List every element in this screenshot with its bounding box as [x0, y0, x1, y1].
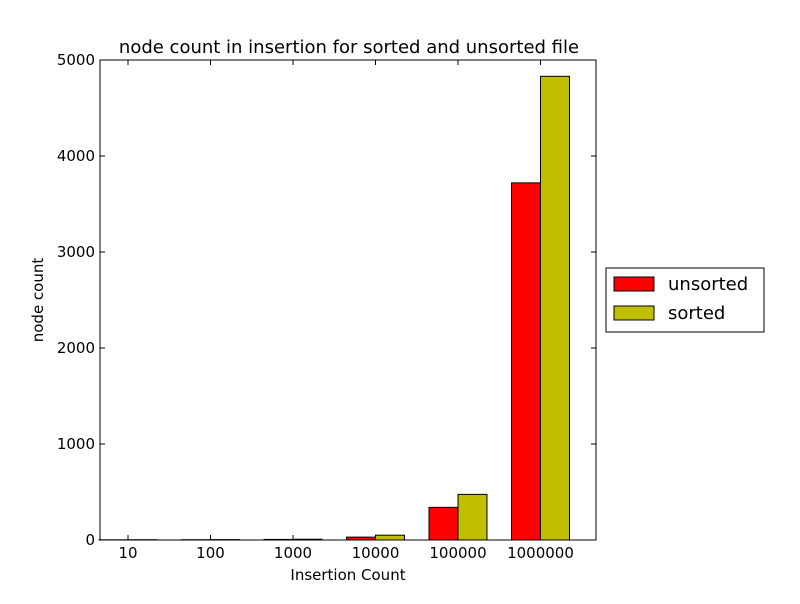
bar-unsorted-100000 [429, 507, 458, 540]
y-tick-label: 4000 [57, 147, 95, 165]
x-tick-label: 10 [118, 544, 137, 562]
y-tick-label: 2000 [57, 339, 95, 357]
legend-label-sorted: sorted [668, 303, 725, 324]
bar-sorted-100000 [458, 494, 487, 540]
legend-swatch-unsorted [614, 277, 654, 291]
x-tick-label: 1000000 [507, 544, 574, 562]
y-tick-label: 5000 [57, 51, 95, 69]
x-axis-label: Insertion Count [290, 566, 405, 584]
chart-title: node count in insertion for sorted and u… [119, 37, 579, 58]
x-tick-label: 100 [196, 544, 225, 562]
bar-sorted-10000 [376, 535, 405, 540]
y-tick-label: 0 [85, 531, 95, 549]
y-tick-label: 3000 [57, 243, 95, 261]
y-tick-label: 1000 [57, 435, 95, 453]
x-tick-label: 1000 [274, 544, 312, 562]
legend-swatch-sorted [614, 306, 654, 320]
bar-sorted-1000000 [541, 76, 570, 540]
y-axis-label: node count [29, 258, 47, 343]
x-tick-label: 10000 [352, 544, 400, 562]
legend: unsorted sorted [606, 268, 764, 332]
legend-label-unsorted: unsorted [668, 274, 748, 295]
bar-unsorted-1000000 [512, 183, 541, 540]
x-tick-label: 100000 [429, 544, 486, 562]
